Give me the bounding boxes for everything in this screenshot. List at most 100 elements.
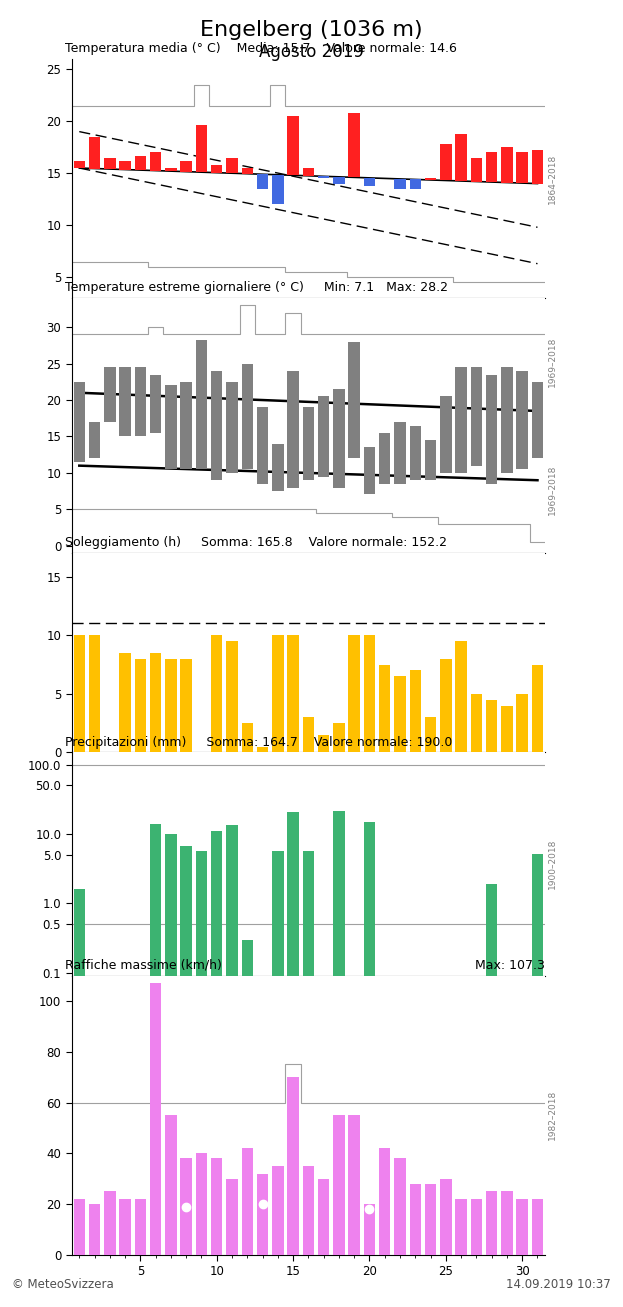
Bar xyxy=(333,1115,345,1255)
Bar xyxy=(364,447,375,494)
Bar xyxy=(532,855,543,975)
Bar xyxy=(486,375,497,484)
Bar xyxy=(348,341,360,459)
Text: 1969–2018: 1969–2018 xyxy=(548,464,557,515)
Text: Temperature estreme giornaliere (° C)     Min: 7.1   Max: 28.2: Temperature estreme giornaliere (° C) Mi… xyxy=(65,281,449,294)
Text: Engelberg (1036 m): Engelberg (1036 m) xyxy=(200,20,423,39)
Bar xyxy=(364,178,375,186)
Bar xyxy=(74,1199,85,1255)
Bar xyxy=(135,156,146,170)
Text: 1969–2018: 1969–2018 xyxy=(548,337,557,387)
Bar xyxy=(409,179,421,188)
Bar xyxy=(486,699,497,753)
Bar xyxy=(226,158,238,174)
Bar xyxy=(425,1184,436,1255)
Bar xyxy=(364,822,375,975)
Bar xyxy=(333,176,345,183)
Bar xyxy=(486,1191,497,1255)
Bar xyxy=(502,1191,513,1255)
Bar xyxy=(196,340,207,469)
Bar xyxy=(440,1179,452,1255)
Bar xyxy=(89,422,100,459)
Bar xyxy=(425,178,436,180)
Bar xyxy=(211,831,222,975)
Bar xyxy=(318,176,330,178)
Bar xyxy=(226,382,238,473)
Bar xyxy=(181,1158,192,1255)
Bar xyxy=(486,884,497,975)
Text: Max: 107.3: Max: 107.3 xyxy=(475,959,545,972)
Bar xyxy=(516,153,528,183)
Bar xyxy=(165,659,177,753)
Text: Soleggiamento (h)     Somma: 165.8    Valore normale: 152.2: Soleggiamento (h) Somma: 165.8 Valore no… xyxy=(65,536,447,549)
Bar xyxy=(455,640,467,753)
Bar xyxy=(181,382,192,469)
Bar xyxy=(318,1179,330,1255)
Bar xyxy=(348,112,360,178)
Bar xyxy=(303,851,314,975)
Bar xyxy=(257,746,269,753)
Bar xyxy=(211,635,222,753)
Bar xyxy=(532,382,543,459)
Bar xyxy=(502,367,513,473)
Bar xyxy=(272,635,283,753)
Bar xyxy=(379,1148,391,1255)
Bar xyxy=(89,635,100,753)
Bar xyxy=(379,664,391,753)
Text: 1982–2018: 1982–2018 xyxy=(548,1090,557,1140)
Bar xyxy=(440,396,452,473)
Bar xyxy=(211,1158,222,1255)
Bar xyxy=(120,1199,131,1255)
Bar xyxy=(272,175,283,204)
Bar xyxy=(120,161,131,170)
Bar xyxy=(394,1158,406,1255)
Bar xyxy=(502,706,513,753)
Bar xyxy=(425,440,436,480)
Bar xyxy=(242,723,253,753)
Bar xyxy=(470,367,482,465)
Bar xyxy=(502,148,513,183)
Text: 1900–2018: 1900–2018 xyxy=(548,839,557,889)
Bar xyxy=(150,375,161,433)
Bar xyxy=(181,659,192,753)
Bar xyxy=(287,812,299,975)
Bar xyxy=(409,670,421,753)
Bar xyxy=(394,179,406,188)
Bar xyxy=(150,153,161,171)
Bar xyxy=(135,367,146,437)
Bar xyxy=(150,652,161,753)
Bar xyxy=(226,825,238,975)
Bar xyxy=(242,169,253,174)
Bar xyxy=(272,851,283,975)
Bar xyxy=(470,158,482,182)
Text: Raffiche massime (km/h): Raffiche massime (km/h) xyxy=(65,959,222,972)
Bar xyxy=(425,718,436,753)
Bar xyxy=(89,137,100,169)
Bar xyxy=(532,664,543,753)
Bar xyxy=(409,426,421,480)
Bar xyxy=(364,1204,375,1255)
Bar xyxy=(104,1191,115,1255)
Bar xyxy=(150,823,161,975)
Bar xyxy=(89,1204,100,1255)
Bar xyxy=(318,396,330,477)
Bar xyxy=(486,153,497,182)
Bar xyxy=(516,694,528,753)
Bar xyxy=(104,367,115,422)
Bar xyxy=(257,1174,269,1255)
Bar xyxy=(440,659,452,753)
Bar xyxy=(135,1199,146,1255)
Text: Temperatura media (° C)    Media: 15.7    Valore normale: 14.6: Temperatura media (° C) Media: 15.7 Valo… xyxy=(65,42,457,55)
Bar xyxy=(104,158,115,169)
Bar xyxy=(470,694,482,753)
Bar xyxy=(196,851,207,975)
Bar xyxy=(516,371,528,469)
Bar xyxy=(455,367,467,473)
Bar xyxy=(165,834,177,975)
Bar xyxy=(348,635,360,753)
Bar xyxy=(516,1199,528,1255)
Bar xyxy=(242,363,253,469)
Bar xyxy=(74,889,85,975)
Bar xyxy=(74,382,85,461)
Bar xyxy=(409,1184,421,1255)
